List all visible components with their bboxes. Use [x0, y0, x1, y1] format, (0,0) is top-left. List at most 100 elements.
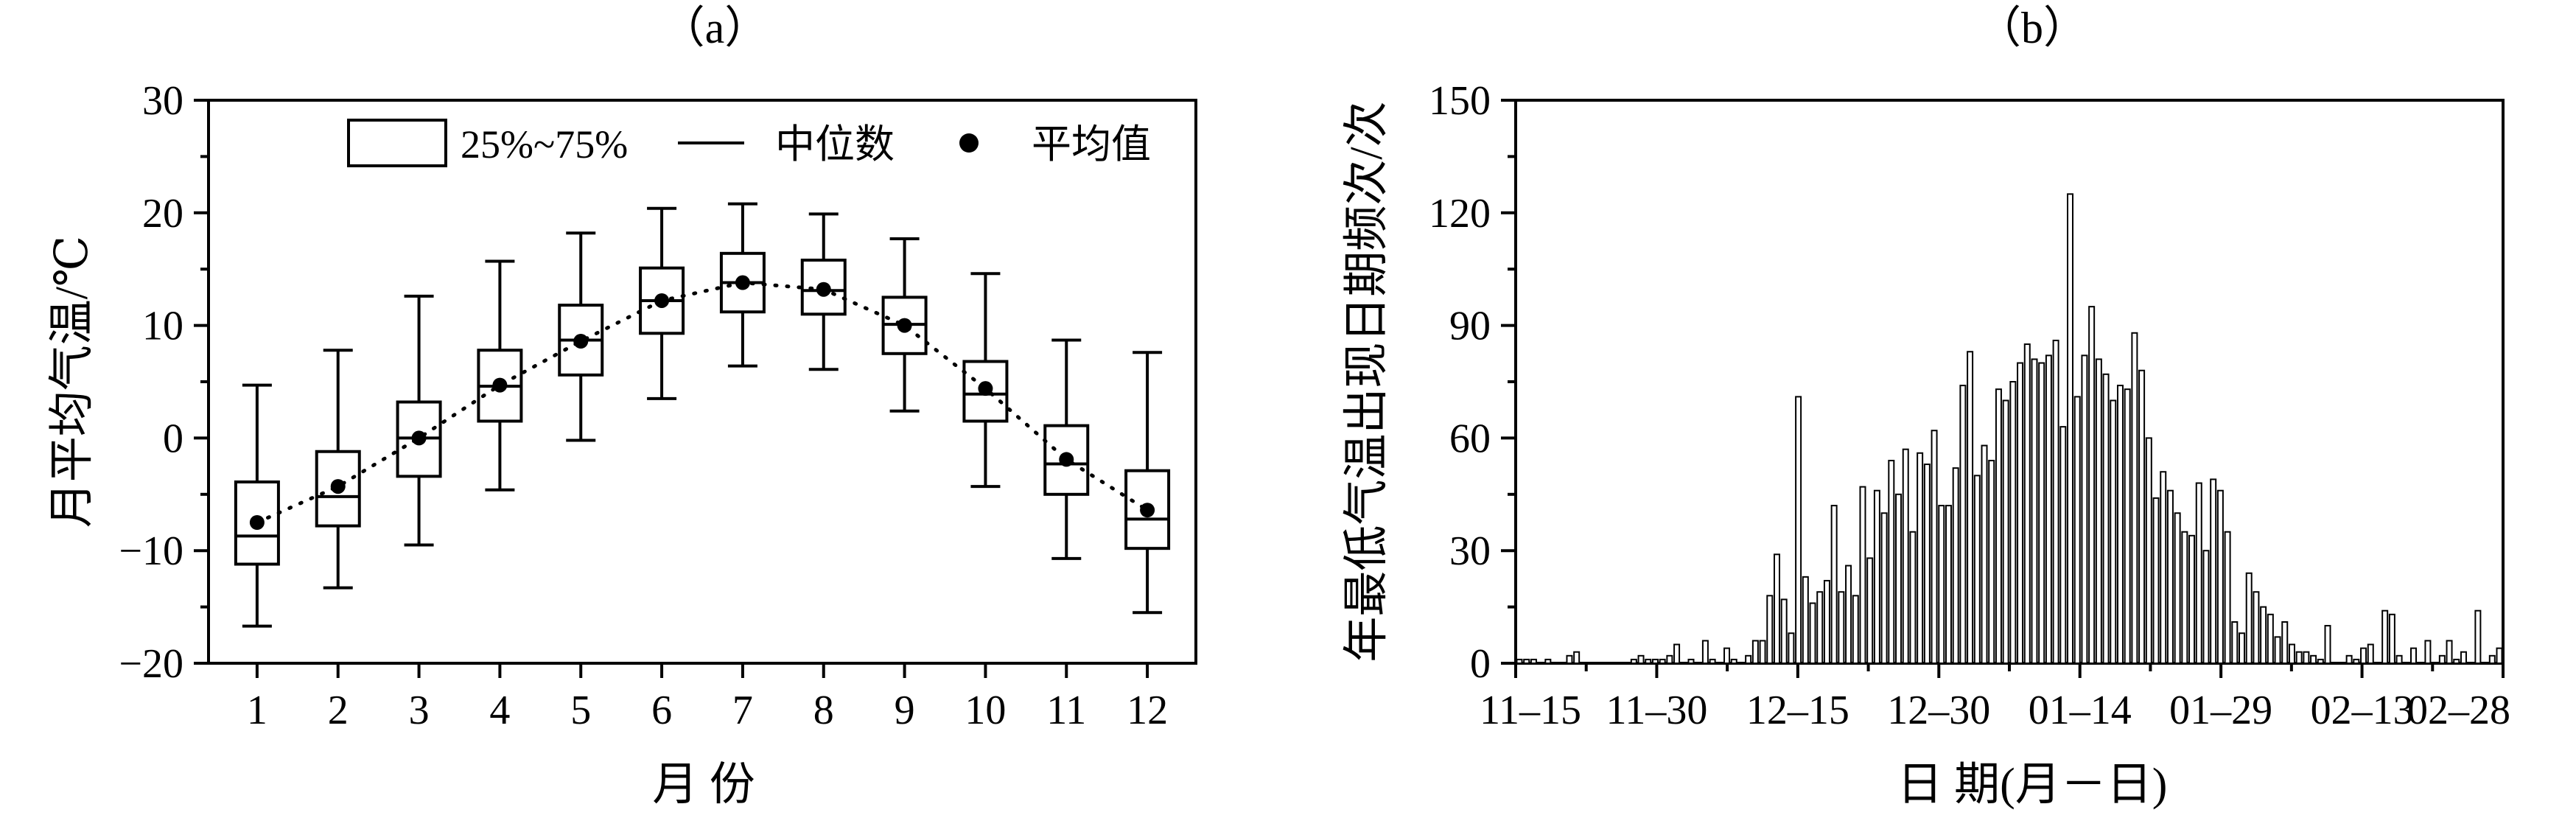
panel-a-label: （a） — [661, 4, 769, 52]
freq-bar — [2446, 640, 2453, 665]
freq-bar — [2216, 489, 2224, 664]
x-tick-label: 6 — [651, 688, 672, 733]
freq-bar — [2145, 437, 2152, 665]
freq-bar — [2388, 613, 2395, 665]
box-month-3 — [396, 294, 442, 547]
freq-bar — [1809, 602, 1816, 664]
freq-bar — [2231, 621, 2239, 664]
freq-bar — [2274, 636, 2281, 665]
freq-bar — [1566, 654, 1573, 665]
freq-bar — [1773, 553, 1780, 664]
freq-bar — [2460, 651, 2467, 664]
freq-bar — [2324, 625, 2331, 664]
freq-bar — [2295, 651, 2303, 664]
x-tick-label: 11–30 — [1606, 688, 1707, 733]
freq-bar — [2073, 396, 2081, 665]
freq-bar — [2052, 339, 2059, 664]
box-month-10 — [962, 272, 1009, 489]
panel-b-plot-frame — [1514, 99, 2505, 665]
freq-bar — [2267, 613, 2274, 665]
freq-bar — [2188, 534, 2196, 664]
panel-a-x-axis: 1 2 3 4 5 6 7 8 9 10 11 12 — [247, 663, 1168, 733]
box-month-2 — [315, 349, 361, 590]
x-tick-label: 11 — [1046, 688, 1086, 733]
freq-bar — [1973, 475, 1981, 664]
freq-bar — [1637, 654, 1645, 665]
box-month-11 — [1043, 338, 1090, 560]
freq-bar — [1651, 658, 1659, 665]
y-tick-label: 30 — [1449, 528, 1491, 574]
legend-median-label: 中位数 — [775, 122, 895, 167]
freq-bar — [2102, 373, 2110, 664]
y-tick-label: 60 — [1449, 416, 1491, 461]
freq-bar — [2017, 362, 2024, 664]
panel-a-x-title: 月 份 — [652, 760, 755, 810]
freq-bar — [1967, 351, 1974, 664]
freq-bar — [1845, 564, 1852, 664]
y-tick-label: 20 — [142, 191, 183, 237]
freq-bar — [1873, 489, 1880, 664]
x-tick-label: 12 — [1127, 688, 1168, 733]
x-tick-label: 5 — [570, 688, 591, 733]
freq-bar — [2474, 609, 2482, 665]
freq-bar — [1701, 640, 1709, 665]
freq-bar — [1788, 632, 1795, 665]
freq-bar — [2353, 658, 2360, 665]
freq-bar — [2138, 369, 2146, 664]
freq-bar — [2410, 647, 2418, 664]
freq-bar — [1530, 658, 1537, 665]
freq-bar — [2166, 489, 2174, 664]
y-tick-label: 30 — [142, 78, 183, 124]
freq-bar — [2224, 531, 2231, 664]
freq-bar — [1988, 459, 1995, 665]
legend-box-swatch — [347, 119, 447, 167]
freq-bar — [1816, 591, 1824, 665]
x-tick-label: 02–13 — [2311, 688, 2414, 733]
x-tick-label: 11–15 — [1480, 688, 1581, 733]
freq-bar — [2110, 399, 2117, 664]
freq-bar — [2453, 658, 2460, 665]
freq-bar — [1751, 640, 1759, 665]
freq-bar — [2488, 654, 2496, 665]
mean-dot — [573, 333, 589, 349]
mean-trend-line — [255, 281, 1149, 525]
freq-bar — [2345, 654, 2353, 665]
freq-bar — [1645, 658, 1652, 665]
freq-bar — [1823, 579, 1830, 664]
x-tick-label: 12–30 — [1887, 688, 1990, 733]
freq-bar — [1745, 654, 1752, 665]
freq-bar — [1888, 459, 1895, 665]
freq-bar — [2281, 621, 2289, 664]
freq-bar — [2210, 478, 2217, 665]
freq-bar — [1952, 467, 1959, 664]
freq-bar — [1981, 444, 1988, 664]
freq-bar — [1931, 430, 1938, 664]
legend-mean-label: 平均值 — [1032, 122, 1151, 167]
freq-bar — [2239, 632, 2246, 665]
freq-bar — [2002, 399, 2009, 664]
freq-bar — [2360, 647, 2367, 664]
freq-bar — [1673, 643, 1681, 664]
freq-bar — [2303, 651, 2310, 664]
freq-bar — [1780, 598, 1788, 664]
freq-bar — [2023, 343, 2031, 664]
freq-bar — [2438, 654, 2446, 665]
freq-bar — [1723, 647, 1731, 664]
freq-bar — [1830, 505, 1838, 665]
freq-bar — [2174, 512, 2181, 664]
x-tick-label: 1 — [247, 688, 267, 733]
box-month-8 — [800, 212, 847, 371]
x-tick-label: 01–14 — [2029, 688, 2132, 733]
freq-bar — [1866, 557, 1874, 664]
y-tick-label: 0 — [1470, 641, 1491, 687]
x-tick-label: 3 — [409, 688, 430, 733]
panel-b-y-title: 年最低气温出现日期频次/次 — [1342, 101, 1392, 662]
y-tick-label: 10 — [142, 304, 183, 349]
freq-bar — [1666, 654, 1673, 665]
freq-bar — [1659, 658, 1666, 665]
freq-bar — [1730, 658, 1737, 665]
freq-bar — [1923, 464, 1931, 664]
